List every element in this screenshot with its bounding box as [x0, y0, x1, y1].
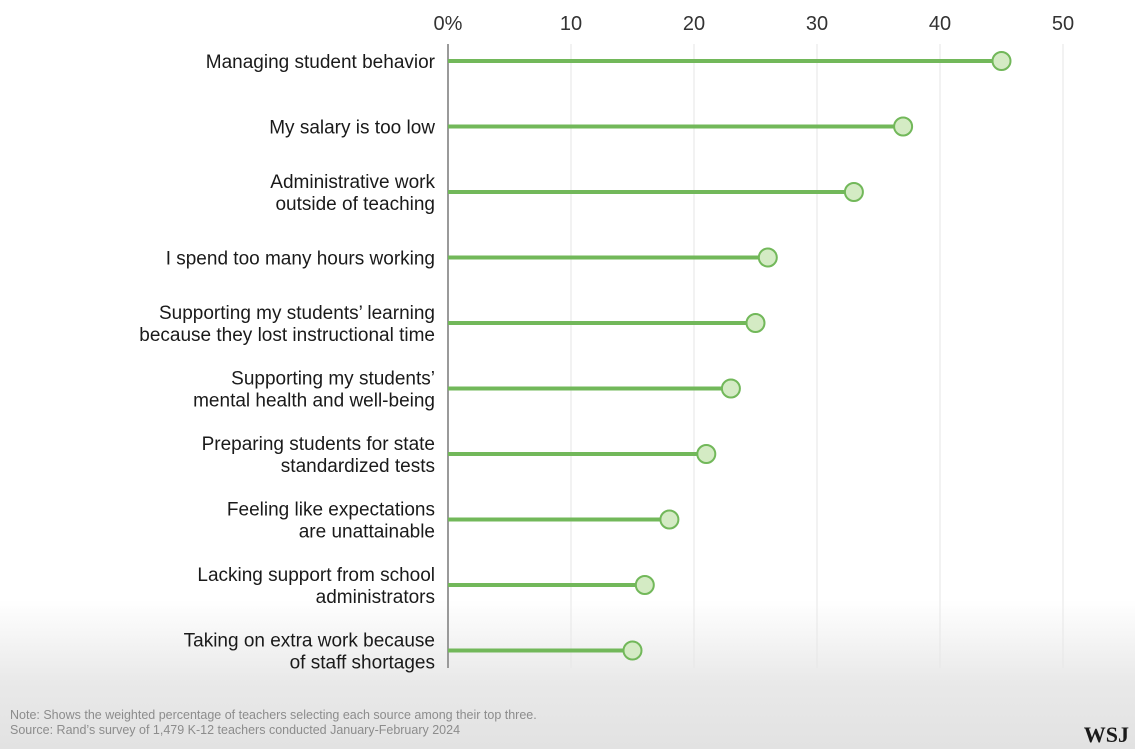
- x-tick-label: 20: [683, 13, 705, 35]
- lollipop-marker: [893, 116, 914, 137]
- lollipop-marker: [745, 313, 766, 333]
- chart-source: Source: Rand’s survey of 1,479 K-12 teac…: [10, 723, 461, 737]
- x-tick-label: 0%: [434, 13, 463, 35]
- category-label: of staff shortages: [290, 653, 435, 674]
- wsj-logo: WSJ: [1083, 722, 1129, 747]
- x-tick-label: 10: [560, 13, 582, 35]
- category-label: Managing student behavior: [206, 52, 436, 73]
- category-label: outside of teaching: [275, 194, 435, 215]
- lollipop-marker: [634, 575, 655, 595]
- lollipop-chart: 0% 10 20 30 40 50 Managing student behavior My …: [139, 13, 1074, 674]
- category-label: I spend too many hours working: [166, 249, 435, 270]
- bottom-shade: [0, 600, 1135, 749]
- x-tick-label: 40: [929, 13, 951, 35]
- lollipop-marker: [659, 509, 680, 530]
- chart-note: Note: Shows the weighted percentage of t…: [10, 708, 537, 722]
- footer-notes: Note: Shows the weighted percentage of t…: [10, 708, 537, 738]
- category-label: Feeling like expectations: [227, 500, 435, 521]
- category-label: Supporting my students’: [231, 369, 435, 390]
- lollipop-marker: [696, 444, 717, 464]
- lollipop-marker: [843, 182, 864, 202]
- category-label: My salary is too low: [269, 118, 435, 139]
- category-label: Administrative work: [270, 172, 435, 193]
- lollipop-marker: [991, 51, 1012, 71]
- category-label: because they lost instructional time: [139, 325, 435, 346]
- lollipop-marker: [622, 640, 643, 661]
- category-label: Taking on extra work because: [184, 631, 435, 652]
- x-tick-label: 30: [806, 13, 828, 35]
- category-label: Preparing students for state: [202, 434, 435, 455]
- category-label: Lacking support from school: [197, 565, 435, 586]
- category-label: mental health and well-being: [193, 391, 435, 412]
- category-label: are unattainable: [299, 522, 435, 543]
- category-label: administrators: [316, 587, 435, 608]
- category-label: standardized tests: [281, 456, 435, 477]
- lollipop-marker: [757, 247, 778, 268]
- lollipop-marker: [720, 378, 741, 399]
- x-tick-label: 50: [1052, 13, 1074, 35]
- category-label: Supporting my students’ learning: [159, 303, 435, 324]
